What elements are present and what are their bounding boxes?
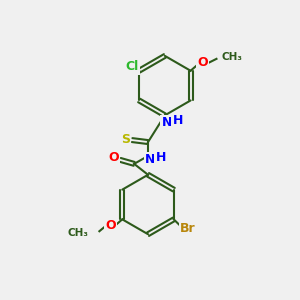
Text: Br: Br — [180, 222, 196, 235]
Text: Cl: Cl — [126, 60, 139, 73]
Text: N: N — [162, 116, 172, 129]
Text: CH₃: CH₃ — [68, 228, 88, 238]
Text: S: S — [121, 133, 130, 146]
Text: O: O — [197, 56, 208, 69]
Text: H: H — [156, 152, 166, 164]
Text: O: O — [108, 152, 119, 164]
Text: N: N — [145, 153, 155, 167]
Text: H: H — [172, 114, 183, 127]
Text: CH₃: CH₃ — [221, 52, 242, 62]
Text: O: O — [105, 219, 116, 232]
